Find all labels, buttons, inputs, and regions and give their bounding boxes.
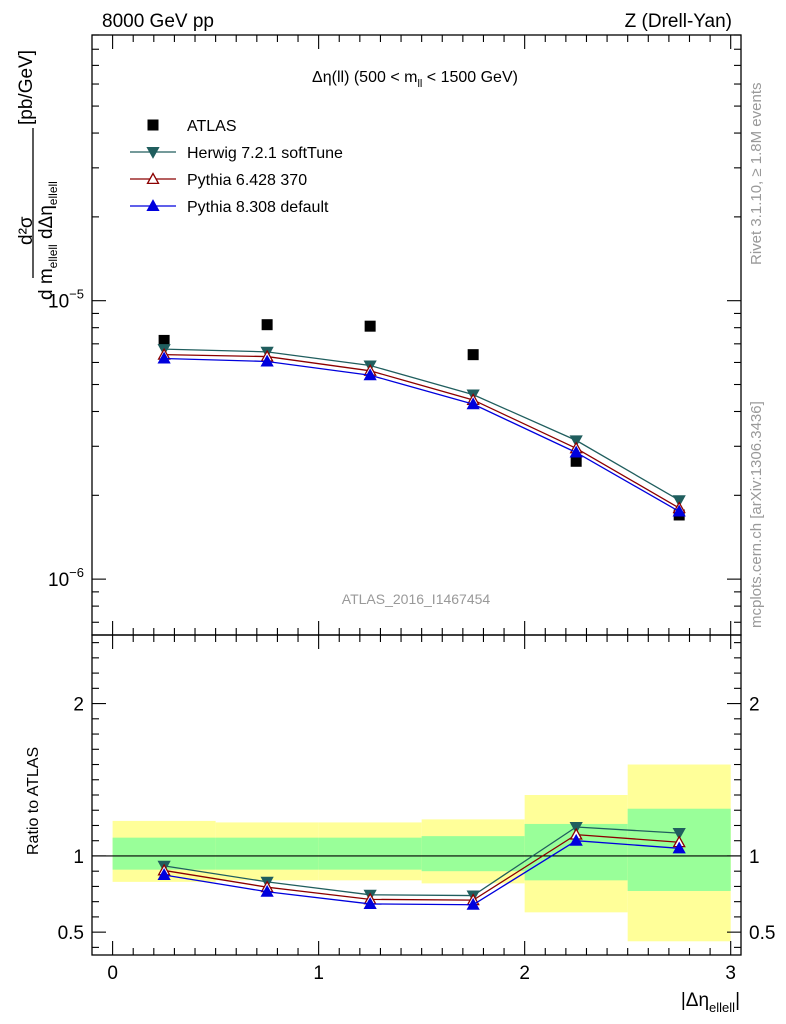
y-tick-label-main: 10−6: [48, 565, 84, 591]
legend-item: Herwig 7.2.1 softTune: [130, 145, 343, 162]
legend-label: Pythia 6.428 370: [187, 172, 307, 189]
plot-title-sub: ll: [417, 78, 422, 90]
series-herwig-7-2-1-softtune: [157, 344, 686, 508]
y-tick-label-ratio-right: 1: [749, 847, 760, 868]
ratio-panel: 0.5 0.5 1 1 2 2 0 1 2 3: [58, 634, 775, 984]
ratio-data-point: [466, 897, 480, 910]
xlabel-tail: |: [735, 990, 740, 1011]
data-point: [466, 397, 480, 410]
ylabel-den-a: d m: [36, 268, 57, 300]
y-tick-label-ratio: 0.5: [58, 923, 84, 944]
series-line: [164, 348, 680, 501]
legend-marker: [147, 119, 159, 131]
data-point: [569, 435, 583, 448]
ratio-series-line: [164, 826, 680, 897]
ratio-data-point: [260, 884, 274, 897]
y-tick-label-ratio-right: 0.5: [749, 923, 775, 944]
series-line: [164, 354, 680, 509]
data-point: [672, 495, 686, 508]
x-tick-label: 1: [313, 963, 324, 984]
data-point: [569, 445, 583, 458]
y-tick-label-main: 10−5: [48, 287, 84, 313]
x-axis-label: |Δηellell|: [681, 990, 740, 1015]
series-atlas: [158, 319, 685, 521]
ratio-data-point: [672, 828, 686, 840]
ylabel-den-sub1: ellell: [46, 244, 60, 268]
legend-label: Herwig 7.2.1 softTune: [187, 145, 343, 162]
main-panel: 10−6 10−5: [48, 34, 742, 636]
ratio-series-line: [164, 840, 680, 906]
ratio-data-point: [157, 868, 171, 881]
ratio-data-point: [672, 841, 686, 854]
plot-title-main: Δη(ll) (500 < m: [312, 69, 417, 86]
y-tick-label-ratio-right: 2: [749, 695, 760, 716]
svg-text:d mellell dΔηellell: d mellell dΔηellell: [36, 181, 60, 300]
legend-item: Pythia 6.428 370: [130, 172, 307, 189]
xlabel-sub: ellell: [709, 1000, 735, 1015]
legend-label: Pythia 8.308 default: [187, 199, 329, 216]
data-point: [672, 504, 686, 517]
ylabel-den-sub2: ellell: [46, 181, 60, 205]
rivet-label: Rivet 3.1.10, ≥ 1.8M events: [748, 83, 765, 266]
ratio-series-pythia-8-308-default: [157, 833, 686, 910]
legend-marker: [146, 146, 160, 159]
x-tick-label: 2: [519, 963, 530, 984]
legend-item: ATLAS: [147, 118, 237, 135]
ratio-series-line: [164, 833, 680, 901]
y-tick-label-ratio: 2: [73, 695, 84, 716]
series-pythia-6-428-370: [157, 347, 686, 514]
x-tick-label: 3: [725, 963, 736, 984]
legend-marker: [146, 172, 160, 185]
series-line: [164, 357, 680, 513]
legend-item: Pythia 8.308 default: [130, 199, 329, 216]
ratio-data-point: [363, 897, 377, 910]
legend: ATLAS Herwig 7.2.1 softTune Pythia 6.428 3…: [130, 118, 343, 216]
svg-text:d²σ: d²σ: [16, 216, 37, 245]
data-point: [467, 349, 479, 361]
data-point: [364, 320, 376, 332]
y-axis-label-main: d²σ d mellell dΔηellell [pb/GeV]: [16, 50, 60, 300]
ylabel-unit: [pb/GeV]: [16, 50, 37, 125]
header-right: Z (Drell-Yan): [625, 11, 732, 32]
legend-label: ATLAS: [187, 118, 237, 135]
ylabel-num: d²σ: [16, 216, 37, 245]
plot-title: Δη(ll) (500 < mll < 1500 GeV): [312, 69, 518, 90]
xlabel-main: |Δη: [681, 990, 709, 1011]
legend-marker: [146, 199, 160, 212]
y-tick-label-ratio: 1: [73, 847, 84, 868]
analysis-id: ATLAS_2016_I1467454: [342, 591, 491, 607]
data-point: [363, 368, 377, 381]
mcplots-label: mcplots.cern.ch [arXiv:1306.3436]: [748, 401, 765, 628]
y-axis-label-ratio: Ratio to ATLAS: [25, 747, 42, 855]
data-point: [261, 319, 273, 331]
ratio-data-point: [569, 833, 583, 846]
x-tick-label: 0: [107, 963, 118, 984]
series-pythia-8-308-default: [157, 351, 686, 517]
data-point: [570, 455, 582, 467]
uncertainty-band-green: [215, 837, 319, 870]
uncertainty-band-green: [318, 837, 422, 870]
data-point: [158, 334, 170, 346]
ylabel-den-b: dΔη: [36, 205, 57, 244]
ratio-data-point: [569, 821, 583, 834]
data-point: [260, 354, 274, 367]
header-left: 8000 GeV pp: [102, 11, 214, 32]
plot-title-tail: < 1500 GeV): [422, 69, 518, 86]
data-point: [157, 351, 171, 364]
uncertainty-band-green: [421, 836, 525, 872]
